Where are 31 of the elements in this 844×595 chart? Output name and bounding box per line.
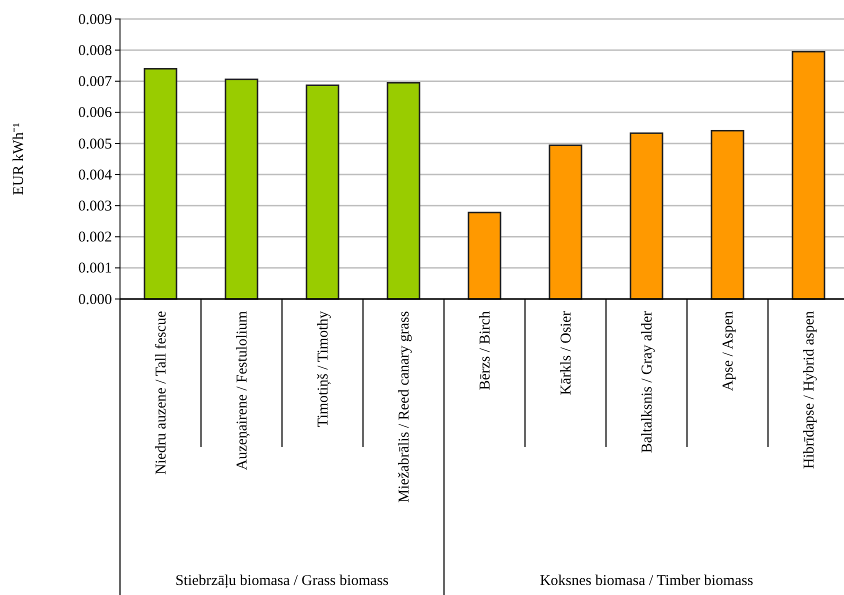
x-tick-label: Hibrīdapse / Hybrid aspen (802, 310, 818, 469)
bar (710, 130, 744, 300)
y-tick-label: 0.006 (78, 105, 112, 122)
y-axis-title: EUR kWh⁻¹ (11, 122, 27, 196)
bar (306, 84, 340, 300)
x-tick-label: Miežabrālis / Reed canary grass (396, 310, 412, 503)
y-tick-label: 0.001 (78, 260, 112, 277)
bar (630, 132, 664, 300)
x-tick-label: Kārkls / Osier (558, 311, 574, 396)
y-tick-label: 0.003 (78, 198, 112, 214)
bar (224, 78, 258, 300)
text: Stiebrzāļu biomasa / Grass biomass (175, 573, 389, 589)
x-tick-label: Timotiņš / Timothy (316, 310, 332, 428)
y-tick-label: 0.007 (78, 74, 112, 90)
bar (144, 68, 178, 300)
y-tick-label: 0.000 (78, 292, 112, 308)
bar (548, 144, 582, 300)
y-tick-label: 0.009 (78, 12, 112, 28)
x-tick-label: Bērzs / Birch (478, 310, 494, 390)
x-tick-label: Baltalksnis / Gray alder (640, 310, 656, 454)
y-tick-label: 0.005 (78, 136, 112, 152)
x-tick-label: Auzeņairene / Festulolium (234, 310, 250, 470)
x-tick-label: Apse / Aspen (720, 310, 736, 391)
y-tick-label: 0.002 (78, 230, 112, 246)
bar (792, 50, 826, 300)
bar (468, 212, 502, 300)
bar (386, 82, 420, 300)
y-tick-label: 0.008 (78, 42, 112, 59)
text: Koksnes biomasa / Timber biomass (540, 573, 754, 589)
y-tick-label: 0.004 (78, 167, 112, 184)
x-tick-label: Niedru auzene / Tall fescue (154, 310, 170, 475)
